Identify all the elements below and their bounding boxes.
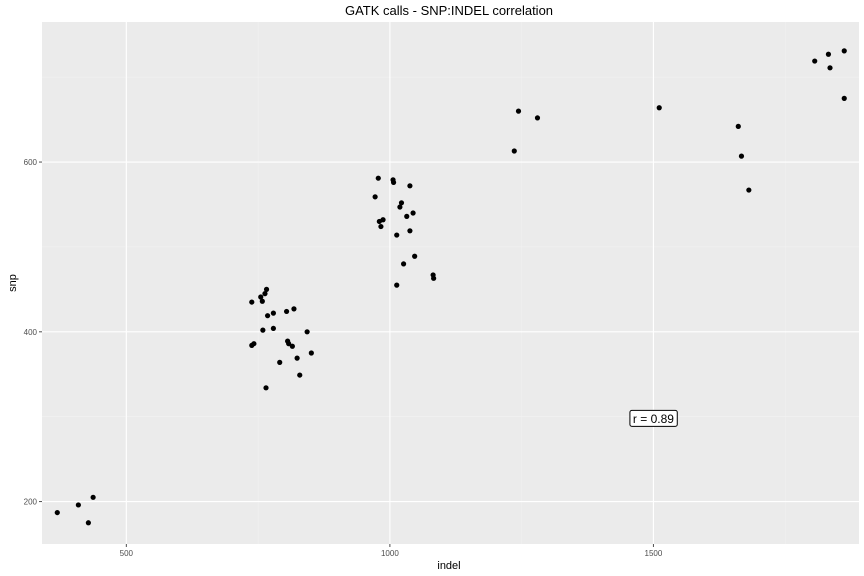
data-point xyxy=(656,105,662,111)
plot-panel xyxy=(42,22,859,544)
data-point xyxy=(378,223,384,230)
data-point xyxy=(263,286,270,292)
data-point xyxy=(286,341,292,347)
minor-gridlines xyxy=(42,22,859,544)
data-point xyxy=(735,123,741,129)
data-point xyxy=(738,153,745,159)
data-point xyxy=(410,210,416,216)
data-point xyxy=(294,355,300,361)
data-point xyxy=(308,350,314,356)
data-point xyxy=(270,325,276,332)
data-point xyxy=(841,95,847,101)
data-point xyxy=(746,187,752,193)
major-gridlines xyxy=(42,22,859,544)
data-point xyxy=(397,204,403,210)
data-point xyxy=(277,359,283,365)
data-point xyxy=(270,310,276,316)
x-tick-label: 1000 xyxy=(381,549,399,558)
data-point xyxy=(90,494,96,500)
data-point xyxy=(259,298,265,304)
data-point xyxy=(812,58,818,64)
data-point xyxy=(400,261,407,267)
data-point xyxy=(511,148,517,154)
data-point xyxy=(54,509,60,516)
axis-ticks: 500 1000 1500 200 400 600 xyxy=(24,158,663,558)
data-point xyxy=(394,232,400,238)
data-point xyxy=(398,200,405,206)
data-point xyxy=(380,217,386,223)
annotation-label: r = 0.89 xyxy=(633,412,674,426)
data-point xyxy=(825,51,832,57)
data-point xyxy=(375,175,381,181)
data-point xyxy=(260,327,266,333)
chart-title: GATK calls - SNP:INDEL correlation xyxy=(345,3,553,18)
data-point xyxy=(258,294,264,300)
data-point xyxy=(304,329,310,335)
y-tick-label: 400 xyxy=(24,328,38,337)
y-tick-label: 200 xyxy=(24,498,38,507)
data-point xyxy=(827,65,833,71)
data-point xyxy=(534,115,541,121)
data-point xyxy=(372,194,378,200)
data-point xyxy=(297,372,303,378)
data-point xyxy=(404,213,410,219)
data-point xyxy=(289,343,295,349)
data-point xyxy=(251,341,257,347)
data-point xyxy=(264,313,271,319)
data-point xyxy=(249,299,255,305)
data-point xyxy=(841,48,847,54)
data-point xyxy=(262,291,268,297)
data-point xyxy=(75,502,81,508)
data-point xyxy=(431,275,437,281)
data-point xyxy=(263,385,269,391)
annotation-box xyxy=(629,409,678,427)
x-tick-label: 500 xyxy=(120,549,134,558)
data-point xyxy=(390,179,397,186)
data-point xyxy=(515,108,522,114)
data-point xyxy=(412,253,418,259)
data-point xyxy=(283,308,290,315)
correlation-annotation: r = 0.89 xyxy=(629,409,678,427)
x-axis-title: indel xyxy=(437,560,460,572)
data-point xyxy=(407,183,413,189)
y-tick-label: 600 xyxy=(24,158,38,167)
data-point xyxy=(407,228,413,234)
data-points xyxy=(54,48,847,526)
data-point xyxy=(291,306,297,312)
x-tick-label: 1500 xyxy=(645,549,663,558)
data-point xyxy=(85,520,91,526)
y-axis-title: snp xyxy=(7,274,19,292)
data-point xyxy=(394,282,400,288)
